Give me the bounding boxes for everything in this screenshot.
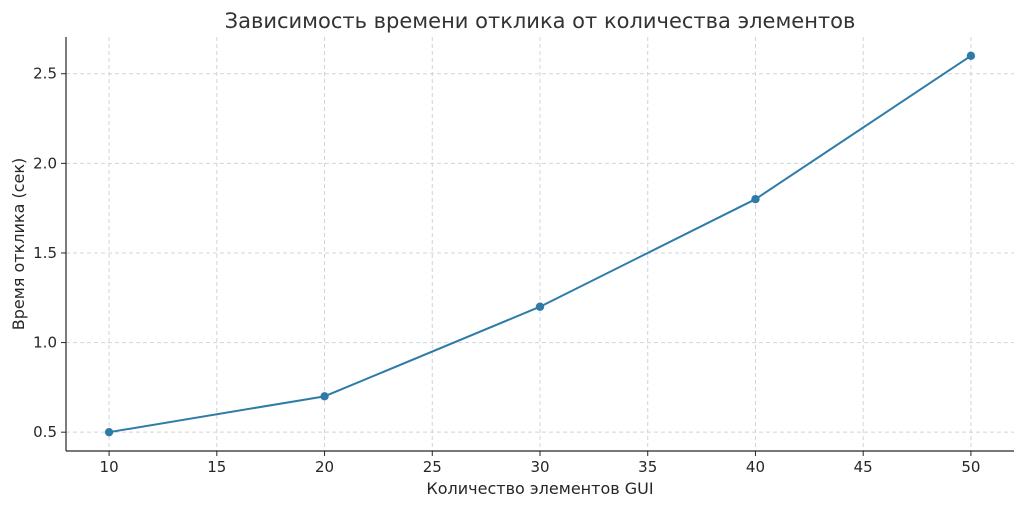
x-tick-label: 30 bbox=[530, 458, 549, 476]
x-tick-label: 35 bbox=[638, 458, 657, 476]
x-tick-label: 20 bbox=[315, 458, 334, 476]
y-tick-label: 2.0 bbox=[33, 154, 57, 172]
data-point bbox=[751, 194, 760, 204]
data-point bbox=[966, 51, 976, 61]
data-point bbox=[104, 427, 114, 437]
y-tick-label: 1.0 bbox=[33, 334, 57, 352]
x-axis-label: Количество элементов GUI bbox=[426, 479, 653, 498]
y-ticks: 0.5 1.0 1.5 2.0 2.5 bbox=[33, 65, 66, 441]
x-tick-label: 15 bbox=[207, 458, 226, 476]
y-tick-label: 0.5 bbox=[33, 423, 57, 441]
grid-lines bbox=[66, 37, 1014, 451]
x-tick-label: 40 bbox=[746, 458, 765, 476]
x-tick-label: 50 bbox=[961, 458, 980, 476]
x-tick-label: 10 bbox=[100, 458, 119, 476]
y-axis-label: Время отклика (сек) bbox=[9, 158, 28, 331]
data-point bbox=[320, 392, 329, 401]
x-tick-label: 25 bbox=[423, 458, 442, 476]
x-ticks: 10 15 20 25 30 35 40 45 50 bbox=[100, 451, 980, 476]
data-point bbox=[535, 302, 545, 311]
series bbox=[104, 51, 976, 437]
x-tick-label: 45 bbox=[854, 458, 873, 476]
chart-title: Зависимость времени отклика от количеств… bbox=[225, 9, 856, 33]
y-tick-label: 2.5 bbox=[33, 65, 57, 83]
y-tick-label: 1.5 bbox=[33, 244, 57, 262]
